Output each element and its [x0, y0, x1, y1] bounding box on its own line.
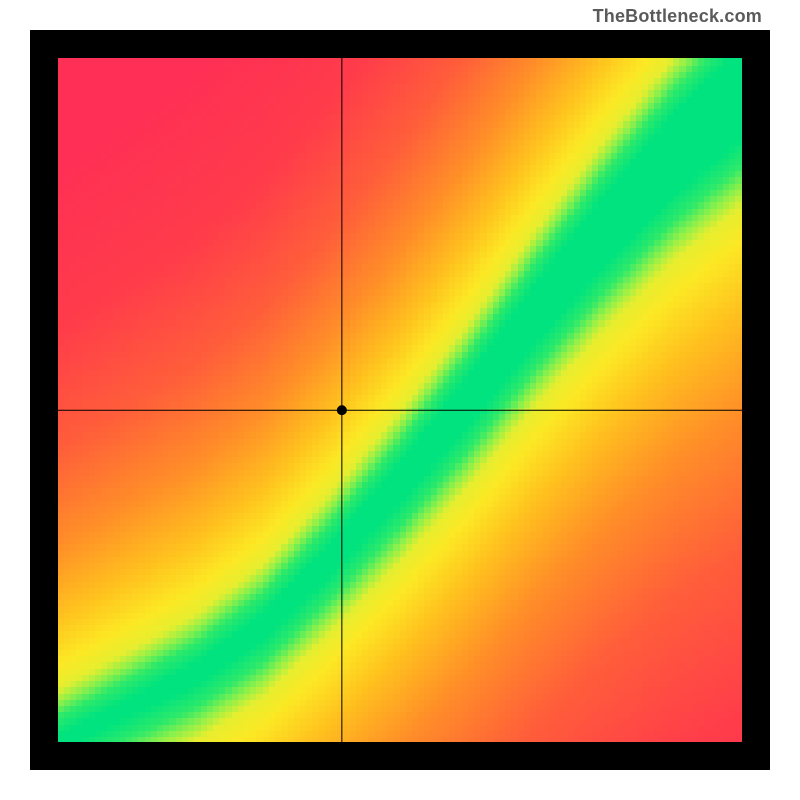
heatmap-canvas: [30, 30, 770, 770]
bottleneck-heatmap: [30, 30, 770, 770]
watermark-text: TheBottleneck.com: [593, 6, 762, 27]
